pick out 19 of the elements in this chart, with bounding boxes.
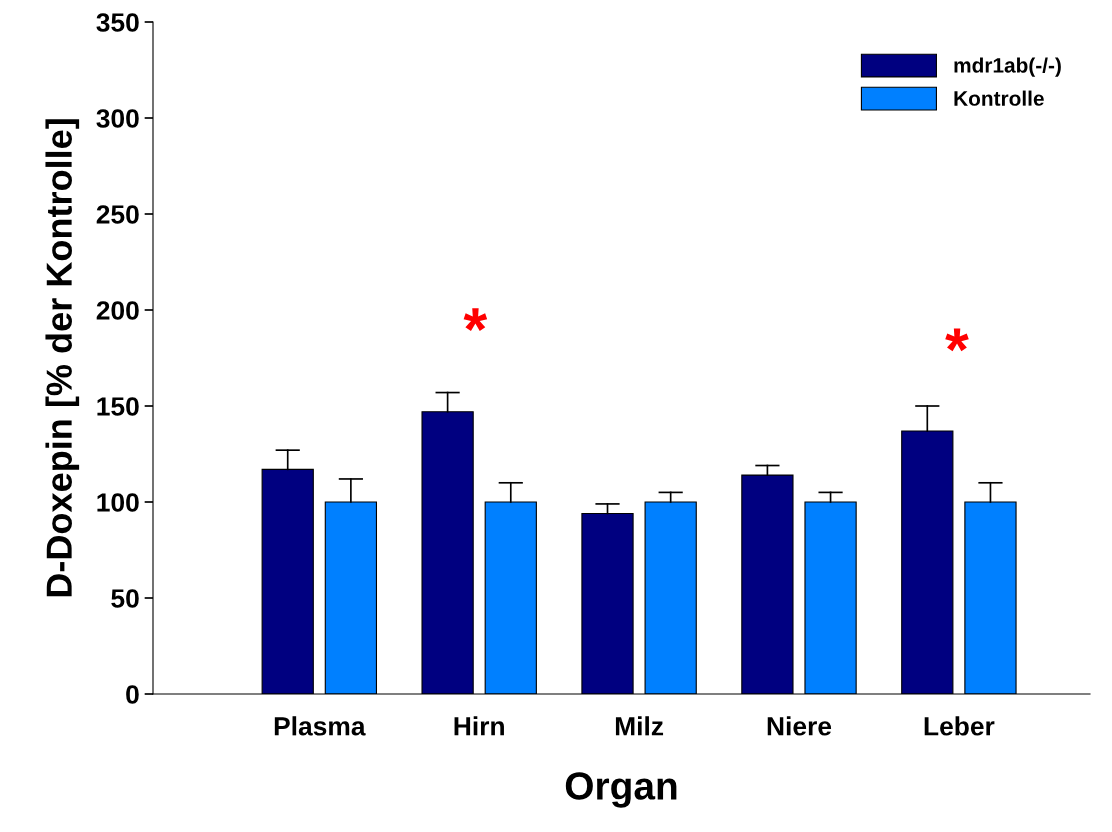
y-tick-label: 100 xyxy=(97,493,139,512)
annotation: * xyxy=(945,328,969,352)
x-axis-title: Organ xyxy=(565,772,677,808)
y-tick-label: 200 xyxy=(96,301,139,320)
y-tick-label: 50 xyxy=(111,589,139,608)
x-tick-label: Milz xyxy=(615,716,664,736)
y-axis-title: D-Doxepin [% der Kontrolle] xyxy=(45,119,80,597)
x-tick-label: Hirn xyxy=(454,716,504,736)
x-tick-label: Plasma xyxy=(274,716,366,736)
y-tick-label: 250 xyxy=(96,205,139,224)
y-tick-label: 300 xyxy=(96,109,139,128)
y-tick-label: 350 xyxy=(96,13,139,32)
legend-label: mdr1ab(-/-) xyxy=(954,57,1061,77)
y-tick-label: 150 xyxy=(97,397,139,416)
legend-label: Kontrolle xyxy=(954,90,1044,106)
y-tick-label: 0 xyxy=(126,685,139,704)
x-tick-label: Niere xyxy=(767,716,832,736)
annotation: * xyxy=(463,308,488,331)
x-tick-label: Leber xyxy=(924,716,995,736)
